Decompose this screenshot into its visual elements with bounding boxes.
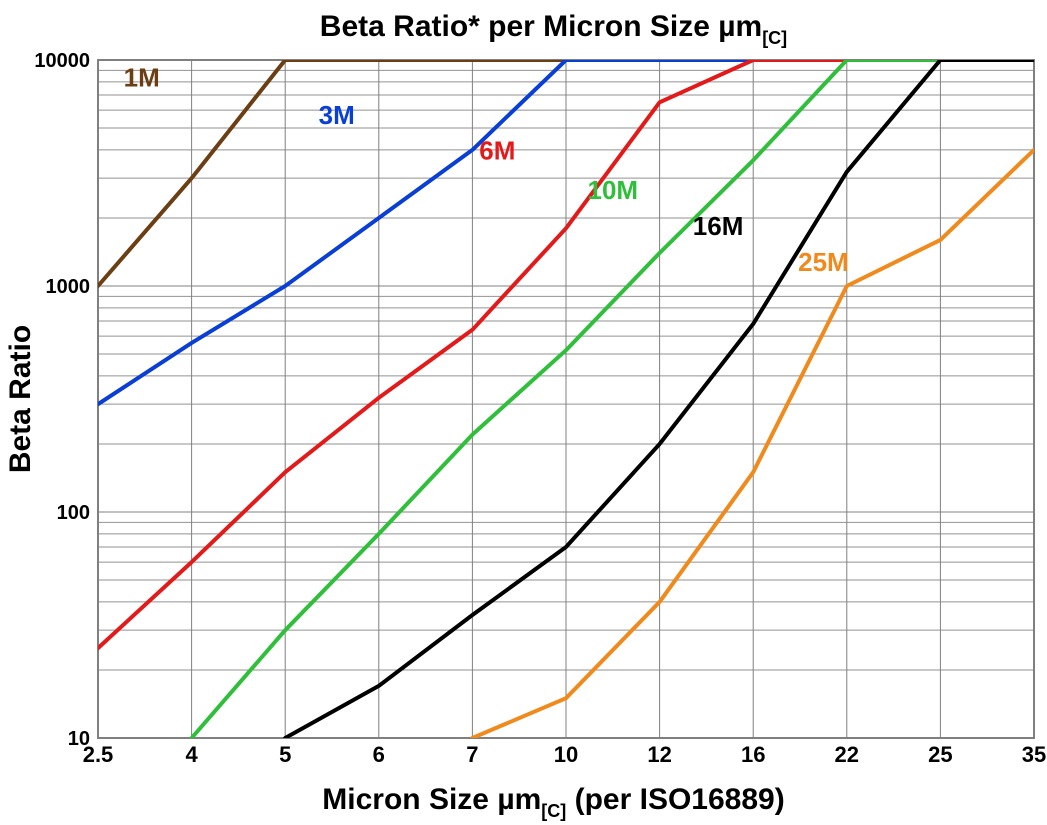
y-axis-label: Beta Ratio (4, 325, 37, 473)
beta-ratio-chart: 1M3M6M10M16M25M2.54567101216222535101001… (0, 0, 1047, 825)
series-label-3m: 3M (319, 100, 355, 130)
chart-title: Beta Ratio* per Micron Size µm[C] (320, 10, 787, 48)
x-tick-label: 12 (647, 742, 671, 767)
x-tick-label: 16 (741, 742, 765, 767)
chart-container: 1M3M6M10M16M25M2.54567101216222535101001… (0, 0, 1047, 825)
x-tick-label: 10 (554, 742, 578, 767)
x-tick-label: 6 (373, 742, 385, 767)
y-tick-label: 10 (68, 728, 90, 750)
x-tick-label: 25 (928, 742, 952, 767)
x-tick-label: 7 (466, 742, 478, 767)
y-tick-label: 1000 (46, 276, 91, 298)
series-label-16m: 16M (693, 211, 744, 241)
series-label-6m: 6M (479, 135, 515, 165)
x-tick-label: 4 (185, 742, 198, 767)
series-label-1m: 1M (124, 62, 160, 92)
series-label-25m: 25M (798, 247, 849, 277)
y-tick-label: 10000 (34, 50, 90, 72)
series-label-10m: 10M (588, 175, 639, 205)
x-tick-label: 22 (835, 742, 859, 767)
x-tick-label: 35 (1022, 742, 1046, 767)
y-tick-label: 100 (57, 502, 90, 524)
x-tick-label: 5 (279, 742, 291, 767)
